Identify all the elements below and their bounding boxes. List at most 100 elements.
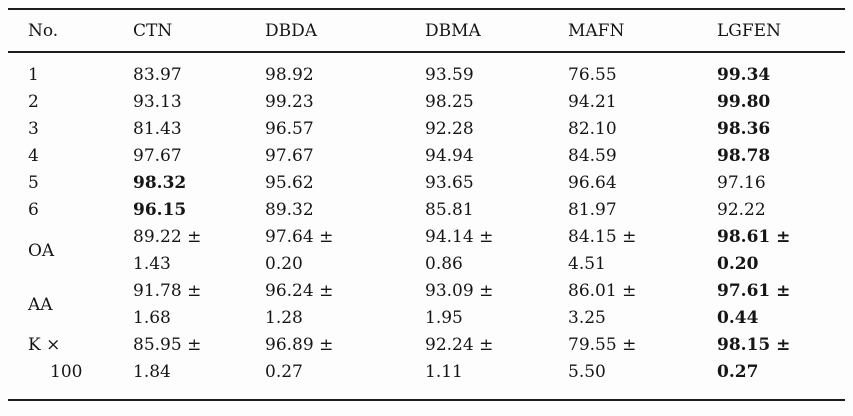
column-header-dbda: DBDA <box>265 8 425 53</box>
row-label-6: 6 <box>28 200 39 220</box>
row-label-5: 5 <box>28 173 39 193</box>
mean-value: 98.61 ± <box>717 227 791 247</box>
mean-value: 92.24 ± <box>425 335 494 355</box>
table-cell: 84.59 <box>568 146 617 166</box>
std-value: 0.44 <box>717 308 759 328</box>
mean-value: 97.61 ± <box>717 281 791 301</box>
mean-value: 94.14 ± <box>425 227 494 247</box>
table-cell-best: 98.15 ± 0.27 <box>717 332 845 401</box>
table-cell: 99.23 <box>265 92 314 112</box>
mean-value: 91.78 ± <box>133 281 202 301</box>
table-row-oa: OA 89.22 ± 1.43 97.64 ± 0.20 94.14 ± 0.8… <box>8 224 845 278</box>
std-value: 0.27 <box>717 362 759 382</box>
table-row-6: 6 96.15 89.32 85.81 81.97 92.22 <box>8 197 845 224</box>
row-label-2: 2 <box>28 92 39 112</box>
table-row-4: 4 97.67 97.67 94.94 84.59 98.78 <box>8 143 845 170</box>
mean-value: 89.22 ± <box>133 227 202 247</box>
table-cell-best: 98.36 <box>717 119 771 139</box>
std-value: 1.43 <box>133 254 171 274</box>
table-cell: 97.16 <box>717 173 766 193</box>
table-cell: 97.67 <box>265 146 314 166</box>
mean-value: 98.15 ± <box>717 335 791 355</box>
table-cell: 85.81 <box>425 200 474 220</box>
column-header-lgfen: LGFEN <box>717 8 845 53</box>
table-cell: 91.78 ± 1.68 <box>133 278 265 332</box>
row-label-kappa: K × 100 <box>8 332 133 401</box>
table-row-aa: AA 91.78 ± 1.68 96.24 ± 1.28 93.09 ± 1.9… <box>8 278 845 332</box>
table-cell: 97.67 <box>133 146 182 166</box>
table-cell: 98.25 <box>425 92 474 112</box>
column-header-no: No. <box>8 8 133 53</box>
table-cell-best: 98.32 <box>133 173 187 193</box>
table-cell: 89.22 ± 1.43 <box>133 224 265 278</box>
table-row-1: 1 83.97 98.92 93.59 76.55 99.34 <box>8 52 845 89</box>
table-cell: 81.97 <box>568 200 617 220</box>
table-cell: 93.13 <box>133 92 182 112</box>
table-cell: 93.59 <box>425 65 474 85</box>
table-cell-best: 96.15 <box>133 200 187 220</box>
table-cell: 98.92 <box>265 65 314 85</box>
mean-value: 96.89 ± <box>265 335 334 355</box>
std-value: 0.27 <box>265 362 303 382</box>
row-label-aa: AA <box>28 294 53 315</box>
mean-value: 85.95 ± <box>133 335 202 355</box>
std-value: 1.68 <box>133 308 171 328</box>
mean-value: 86.01 ± <box>568 281 637 301</box>
std-value: 3.25 <box>568 308 606 328</box>
mean-value: 97.64 ± <box>265 227 334 247</box>
table-cell: 84.15 ± 4.51 <box>568 224 717 278</box>
table-cell: 94.94 <box>425 146 474 166</box>
table-cell: 85.95 ± 1.84 <box>133 332 265 401</box>
table-cell: 93.65 <box>425 173 474 193</box>
table-row-2: 2 93.13 99.23 98.25 94.21 99.80 <box>8 89 845 116</box>
column-header-ctn: CTN <box>133 8 265 53</box>
table-cell-best: 99.80 <box>717 92 771 112</box>
table-cell: 82.10 <box>568 119 617 139</box>
column-header-mafn: MAFN <box>568 8 717 53</box>
table-cell: 92.22 <box>717 200 766 220</box>
table-cell: 94.21 <box>568 92 617 112</box>
table-cell: 96.64 <box>568 173 617 193</box>
table-cell: 81.43 <box>133 119 182 139</box>
kappa-label-line2: 100 <box>50 362 83 382</box>
table-cell: 93.09 ± 1.95 <box>425 278 568 332</box>
table-cell: 94.14 ± 0.86 <box>425 224 568 278</box>
table-cell: 96.57 <box>265 119 314 139</box>
table-cell: 83.97 <box>133 65 182 85</box>
paper-table-figure: No. CTN DBDA DBMA MAFN LGFEN 1 83.97 98.… <box>8 8 845 401</box>
table-cell: 96.24 ± 1.28 <box>265 278 425 332</box>
table-cell: 97.64 ± 0.20 <box>265 224 425 278</box>
std-value: 1.11 <box>425 362 463 382</box>
column-header-dbma: DBMA <box>425 8 568 53</box>
table-cell-best: 98.78 <box>717 146 771 166</box>
row-label-oa: OA <box>28 240 55 261</box>
table-cell-best: 99.34 <box>717 65 771 85</box>
kappa-label-line1: K × <box>28 335 61 355</box>
std-value: 1.84 <box>133 362 171 382</box>
std-value: 0.86 <box>425 254 463 274</box>
table-cell: 89.32 <box>265 200 314 220</box>
mean-value: 79.55 ± <box>568 335 637 355</box>
table-cell: 92.24 ± 1.11 <box>425 332 568 401</box>
table-cell: 96.89 ± 0.27 <box>265 332 425 401</box>
std-value: 4.51 <box>568 254 606 274</box>
std-value: 5.50 <box>568 362 606 382</box>
std-value: 0.20 <box>265 254 303 274</box>
std-value: 1.95 <box>425 308 463 328</box>
table-cell: 92.28 <box>425 119 474 139</box>
results-table: No. CTN DBDA DBMA MAFN LGFEN 1 83.97 98.… <box>8 8 845 401</box>
table-cell-best: 97.61 ± 0.44 <box>717 278 845 332</box>
std-value: 0.20 <box>717 254 759 274</box>
table-cell-best: 98.61 ± 0.20 <box>717 224 845 278</box>
header-row: No. CTN DBDA DBMA MAFN LGFEN <box>8 8 845 53</box>
table-cell: 79.55 ± 5.50 <box>568 332 717 401</box>
table-cell: 76.55 <box>568 65 617 85</box>
table-row-kappa: K × 100 85.95 ± 1.84 96.89 ± 0.27 92.24 … <box>8 332 845 401</box>
row-label-4: 4 <box>28 146 39 166</box>
table-row-5: 5 98.32 95.62 93.65 96.64 97.16 <box>8 170 845 197</box>
std-value: 1.28 <box>265 308 303 328</box>
table-cell: 86.01 ± 3.25 <box>568 278 717 332</box>
mean-value: 93.09 ± <box>425 281 494 301</box>
table-row-3: 3 81.43 96.57 92.28 82.10 98.36 <box>8 116 845 143</box>
row-label-3: 3 <box>28 119 39 139</box>
